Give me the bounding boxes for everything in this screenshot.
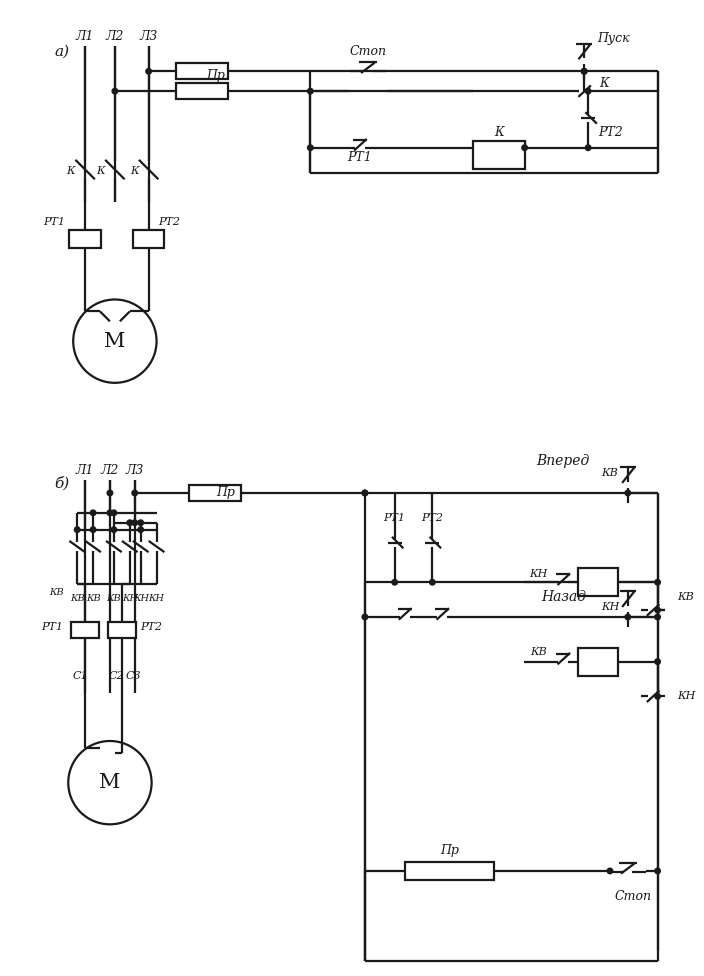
Text: РТ1: РТ1 — [43, 217, 65, 227]
Text: Л3: Л3 — [125, 464, 144, 476]
Text: Л1: Л1 — [76, 464, 94, 476]
Circle shape — [126, 519, 133, 526]
Bar — [578, 648, 618, 675]
Bar — [177, 83, 228, 100]
Circle shape — [361, 614, 368, 621]
Circle shape — [111, 509, 118, 516]
Circle shape — [606, 868, 613, 874]
Text: М: М — [99, 773, 120, 793]
Circle shape — [137, 519, 144, 526]
Circle shape — [131, 490, 138, 497]
Bar — [473, 141, 524, 169]
Circle shape — [584, 88, 591, 95]
Text: КН: КН — [149, 593, 165, 602]
Circle shape — [106, 490, 113, 497]
Bar — [108, 622, 136, 637]
Circle shape — [111, 526, 118, 533]
Text: а): а) — [55, 45, 70, 59]
Bar — [133, 230, 165, 248]
Circle shape — [624, 614, 631, 621]
Circle shape — [145, 68, 152, 75]
Circle shape — [654, 614, 661, 621]
Circle shape — [307, 144, 314, 151]
Circle shape — [106, 509, 113, 516]
Text: КВ: КВ — [530, 647, 547, 657]
Text: С1: С1 — [73, 671, 88, 680]
Bar — [405, 862, 494, 880]
Text: Пр: Пр — [216, 486, 235, 500]
Text: КВ: КВ — [49, 588, 63, 596]
Text: КН: КН — [529, 569, 548, 580]
Text: Пр: Пр — [440, 843, 459, 857]
Bar — [71, 622, 99, 637]
Circle shape — [391, 579, 398, 586]
Bar — [578, 568, 618, 596]
Text: КН: КН — [132, 593, 149, 602]
Text: РТ2: РТ2 — [598, 126, 623, 140]
Circle shape — [361, 490, 368, 497]
Text: Л1: Л1 — [76, 30, 94, 43]
Text: КВ: КВ — [602, 468, 618, 478]
Text: С3: С3 — [126, 671, 142, 680]
Text: КВ: КВ — [677, 592, 694, 602]
Text: К: К — [494, 126, 503, 140]
Circle shape — [624, 490, 631, 497]
Text: С2: С2 — [109, 671, 125, 680]
Circle shape — [654, 693, 661, 700]
Text: РТ2: РТ2 — [139, 622, 162, 631]
Circle shape — [521, 144, 528, 151]
Text: РТ1: РТ1 — [42, 622, 63, 631]
Circle shape — [654, 868, 661, 874]
Circle shape — [581, 68, 588, 75]
Circle shape — [307, 88, 314, 95]
Circle shape — [68, 741, 151, 825]
Circle shape — [131, 519, 138, 526]
Text: РТ2: РТ2 — [158, 217, 180, 227]
Text: КВ: КВ — [86, 593, 101, 602]
Text: КН: КН — [122, 593, 138, 602]
Text: Назад: Назад — [541, 590, 586, 604]
Text: КН: КН — [677, 691, 696, 702]
Circle shape — [429, 579, 436, 586]
Circle shape — [581, 68, 588, 75]
Text: РТ1: РТ1 — [348, 151, 372, 164]
Circle shape — [111, 88, 118, 95]
Circle shape — [361, 490, 368, 497]
Text: К: К — [96, 166, 105, 176]
Bar — [189, 485, 241, 501]
Circle shape — [73, 300, 156, 383]
Circle shape — [584, 144, 591, 151]
Text: Стоп: Стоп — [349, 45, 386, 58]
Text: Л2: Л2 — [101, 464, 119, 476]
Text: б): б) — [55, 476, 70, 490]
Text: Пуск: Пуск — [598, 32, 630, 45]
Text: КВ: КВ — [106, 593, 121, 602]
Text: Вперед: Вперед — [536, 454, 590, 468]
Text: Стоп: Стоп — [615, 890, 651, 903]
Circle shape — [89, 526, 96, 533]
Circle shape — [137, 526, 144, 533]
Circle shape — [74, 526, 81, 533]
Text: РТ2: РТ2 — [422, 512, 444, 523]
Circle shape — [654, 658, 661, 665]
Bar — [69, 230, 101, 248]
Text: РТ1: РТ1 — [384, 512, 406, 523]
Text: К: К — [599, 77, 609, 90]
Bar — [177, 63, 228, 79]
Text: Л3: Л3 — [139, 30, 158, 43]
Text: КН: КН — [601, 602, 619, 612]
Circle shape — [89, 509, 96, 516]
Circle shape — [654, 579, 661, 586]
Text: Л2: Л2 — [106, 30, 124, 43]
Text: К: К — [130, 166, 139, 176]
Text: М: М — [104, 332, 125, 350]
Text: КВ: КВ — [70, 593, 84, 602]
Text: К: К — [67, 166, 75, 176]
Text: Пр: Пр — [206, 68, 225, 82]
Circle shape — [654, 606, 661, 614]
